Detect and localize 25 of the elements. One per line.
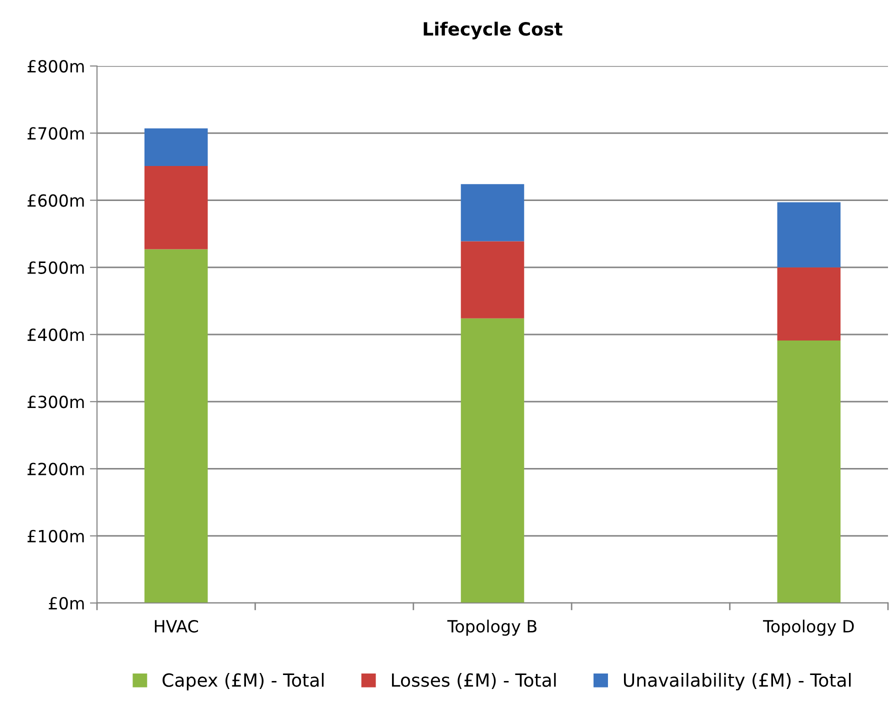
x-tick-label: Topology D (762, 620, 854, 636)
legend-label: Capex (£M) - Total (162, 672, 324, 690)
y-tick-label: £0m (48, 596, 84, 610)
chart-title: Lifecycle Cost (424, 22, 562, 40)
bar (144, 128, 208, 166)
bar (144, 166, 208, 250)
y-tick-label: £200m (28, 462, 84, 476)
legend-label: Losses (£M) - Total (392, 672, 556, 690)
bar (777, 202, 841, 268)
y-tick-label: £700m (28, 127, 84, 140)
y-tick-label: £300m (28, 396, 84, 408)
bar (460, 241, 524, 318)
bar (460, 184, 524, 242)
y-tick-label: £100m (28, 530, 84, 542)
y-tick-label: £600m (28, 194, 84, 207)
y-tick-label: £400m (28, 328, 84, 342)
x-tick-label: HVAC (154, 620, 198, 633)
bar (460, 318, 524, 603)
bar (144, 249, 208, 603)
legend-label: Unavailability (£M) - Total (624, 672, 851, 690)
y-tick-label: £800m (28, 60, 84, 73)
bar (777, 340, 841, 603)
x-tick-label: Topology B (447, 620, 536, 636)
bar (777, 267, 841, 341)
y-tick-label: £500m (28, 261, 84, 274)
